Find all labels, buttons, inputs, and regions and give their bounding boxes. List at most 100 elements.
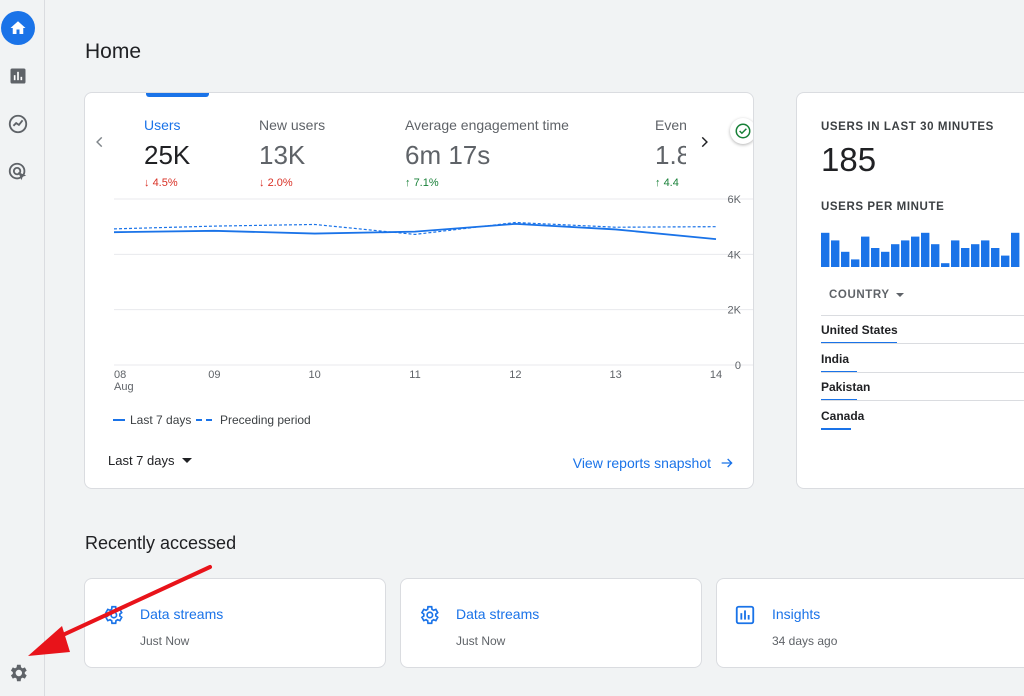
x-tick-sublabel: Aug [114,381,134,393]
divider [821,400,1024,402]
recent-item-time: 34 days ago [772,634,838,648]
metric-value: 1.8 [655,140,686,170]
legend-dashed-swatch [196,419,214,421]
realtime-value: 185 [821,141,877,178]
divider [821,371,1024,373]
check-circle-icon[interactable] [730,118,753,144]
link-label: View reports snapshot [572,455,711,471]
settings-icon[interactable] [4,659,32,687]
per-minute-bar [841,251,850,267]
realtime-card: USERS IN LAST 30 MINUTES 185 USERS PER M… [796,92,1024,489]
x-tick-label: 10 [309,369,321,381]
main-content: Home Users 25K ↓ 4.5% New users 13K ↓ 2.… [45,0,1024,696]
series-line-last-7-days [113,222,717,241]
per-minute-bar [891,244,900,267]
realtime-heading: USERS IN LAST 30 MINUTES [821,121,994,133]
country-row: Canada [821,409,865,424]
country-share-bar [821,428,852,431]
gear-icon [104,605,123,625]
metric-label: New users [259,117,326,133]
page-title: Home [85,40,142,63]
date-range-label: Last 7 days [108,453,175,468]
per-minute-bar [831,240,840,267]
per-minute-bar [931,244,940,267]
recent-card-data-streams[interactable]: Data streams Just Now [84,578,386,668]
country-row: Pakistan [821,380,871,395]
legend-label: Last 7 days [130,413,192,427]
per-minute-bar [941,263,950,267]
per-minute-bar [861,236,870,267]
home-icon[interactable] [1,11,35,45]
divider [821,315,1024,316]
recent-item-title: Data streams [140,606,224,622]
x-tick-label: 11 [409,369,420,381]
legend-preceding-period: Preceding period [196,413,311,427]
x-tick-label: 14 [710,369,722,381]
per-minute-bar [911,236,920,267]
insights-icon [735,605,755,625]
per-minute-bar [821,232,830,267]
per-minute-bar [871,248,880,267]
metric-label: Average engagement time [405,117,569,133]
users-line-chart: 6K 4K 2K 0 08 09 10 11 12 13 14 Aug [113,194,753,393]
per-minute-heading: USERS PER MINUTE [821,201,945,213]
arrow-down-icon: ↓ [259,177,265,189]
x-tick-label: 08 [114,369,126,381]
metric-value: 25K [144,140,191,170]
prev-metrics-button[interactable] [93,133,107,154]
metric-label: Even [655,117,686,133]
caret-down-icon [895,293,904,297]
reports-icon[interactable] [4,62,32,90]
metric-label: Users [144,117,181,133]
metric-value: 6m 17s [405,140,491,170]
next-metrics-button[interactable] [697,135,711,154]
metric-delta: ↑ 7.1% [405,177,439,189]
advertising-icon[interactable] [4,158,32,186]
metric-value: 13K [259,140,306,170]
arrow-up-icon: ↑ [405,177,411,189]
legend-solid-swatch [113,419,125,421]
per-minute-bar [971,244,980,267]
arrow-up-icon: ↑ [655,177,661,189]
country-header-label: COUNTRY [829,289,890,301]
country-row: United States [821,323,898,337]
explore-icon[interactable] [4,110,32,138]
y-tick-label: 4K [728,249,742,261]
y-tick-label: 2K [728,305,742,317]
active-tab-indicator [146,93,209,97]
per-minute-bar [991,248,1000,267]
x-tick-label: 13 [610,369,622,381]
recent-card-insights[interactable]: Insights 34 days ago [716,578,1024,668]
metric-delta: ↑ 4.4 [655,177,679,189]
divider [821,343,1024,344]
series-line-preceding-period [113,221,717,236]
recent-item-title: Data streams [456,606,540,622]
per-minute-bar-chart [821,232,1020,267]
recent-card-data-streams-2[interactable]: Data streams Just Now [400,578,702,668]
per-minute-bar [851,259,860,267]
recent-item-time: Just Now [456,634,506,648]
per-minute-bar [901,240,910,267]
y-tick-label: 6K [728,194,742,206]
recent-item-title: Insights [772,606,821,622]
left-nav-rail [0,0,45,696]
legend-label: Preceding period [220,413,311,427]
overview-card: Users 25K ↓ 4.5% New users 13K ↓ 2.0% Av… [84,92,754,489]
x-tick-label: 09 [208,369,220,381]
per-minute-bar [1011,232,1020,267]
country-dropdown[interactable]: COUNTRY [829,289,904,301]
view-reports-snapshot-link[interactable]: View reports snapshot [573,455,735,471]
per-minute-bar [961,248,970,267]
recent-item-time: Just Now [140,634,190,648]
caret-down-icon [181,458,192,463]
per-minute-bar [921,232,930,267]
per-minute-bar [1001,255,1010,267]
arrow-down-icon: ↓ [144,177,150,189]
metric-delta: ↓ 4.5% [144,177,178,189]
recently-accessed-heading: Recently accessed [85,533,237,553]
per-minute-bar [881,251,890,267]
arrow-right-icon [721,458,733,468]
gear-icon [420,605,439,625]
country-row: India [821,351,850,366]
date-range-dropdown[interactable]: Last 7 days [108,453,192,468]
